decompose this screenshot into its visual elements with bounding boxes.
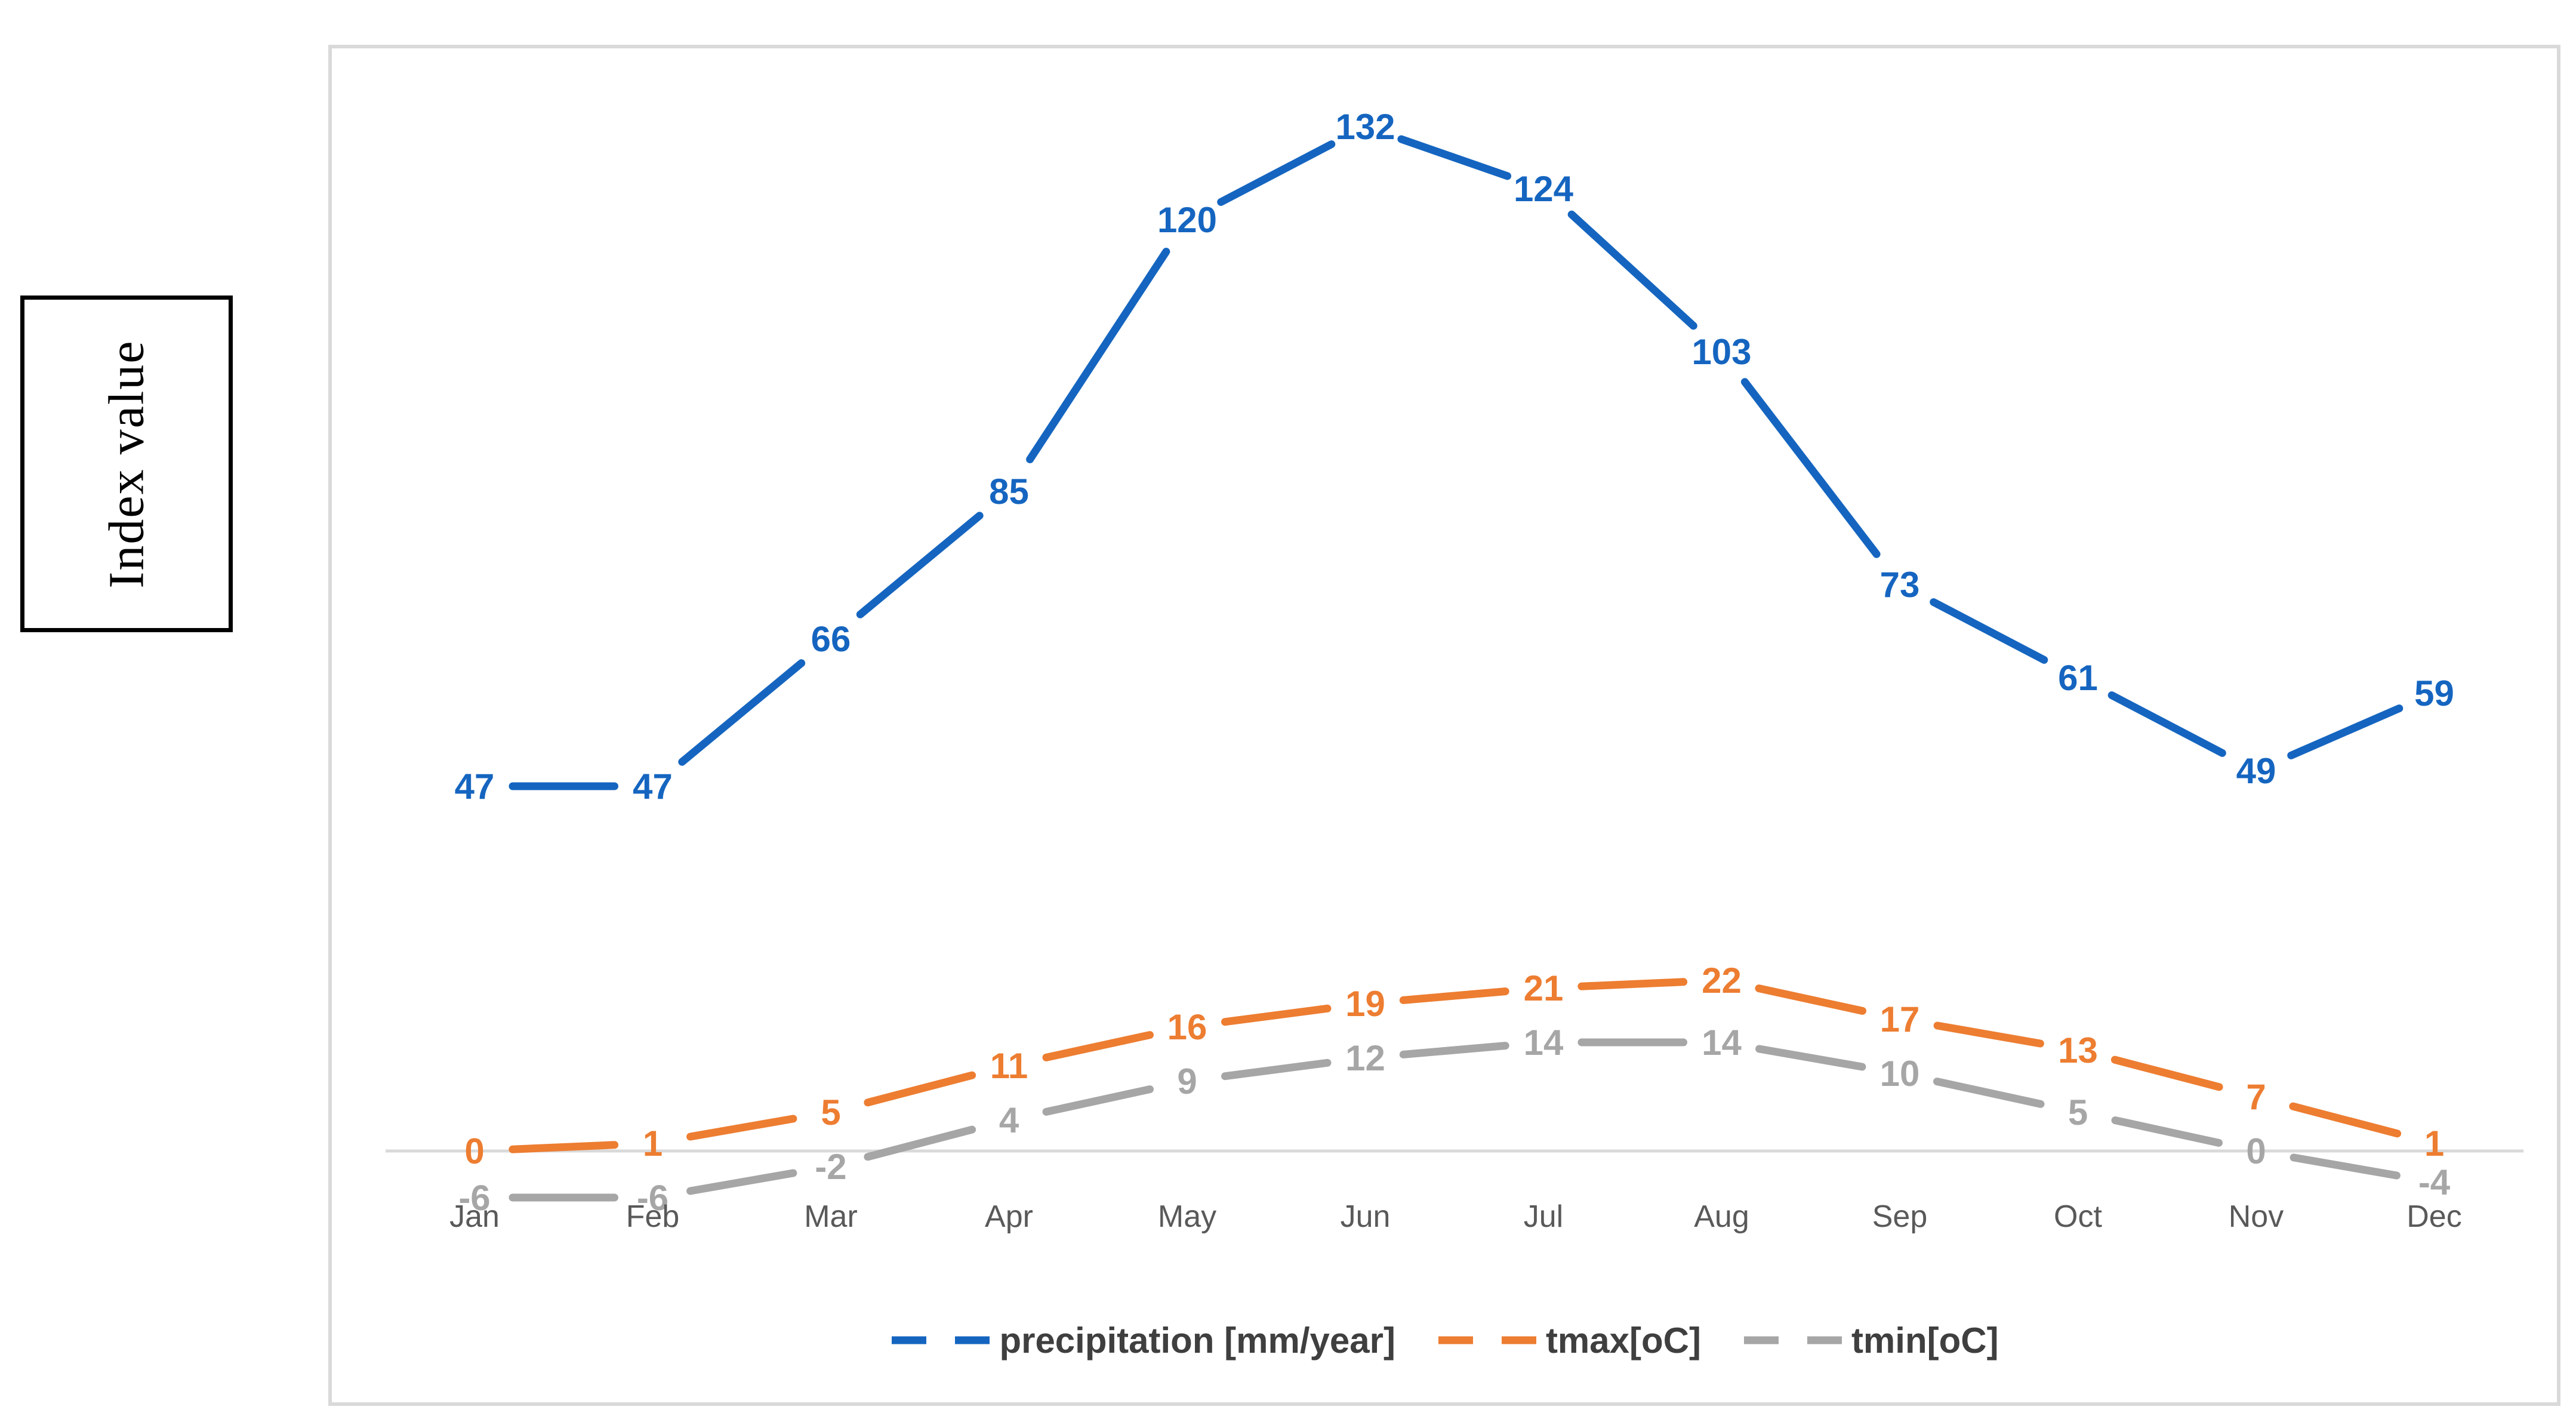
x-tick-label: Apr bbox=[985, 1199, 1033, 1234]
segment bbox=[1221, 1004, 1332, 1026]
precipitation-dash-icon bbox=[892, 1336, 994, 1344]
segment bbox=[2289, 1102, 2402, 1138]
tmin-dash-icon bbox=[1743, 1336, 1845, 1344]
series-line-1 bbox=[509, 978, 2402, 1153]
data-label: 1 bbox=[643, 1124, 663, 1164]
segment bbox=[1567, 210, 1697, 330]
x-tick-label: Feb bbox=[626, 1199, 680, 1234]
segment bbox=[686, 1169, 797, 1195]
data-label: 0 bbox=[464, 1131, 484, 1171]
segment bbox=[1933, 1078, 2045, 1108]
segment bbox=[864, 1071, 976, 1107]
x-tick-label: Sep bbox=[1872, 1199, 1928, 1234]
data-label: 14 bbox=[1702, 1023, 1742, 1063]
segment bbox=[2290, 1153, 2401, 1180]
segment bbox=[1740, 378, 1881, 558]
data-label: 5 bbox=[821, 1092, 840, 1132]
data-label: 61 bbox=[2058, 658, 2098, 698]
data-label: 4 bbox=[999, 1100, 1019, 1140]
legend-label-tmin: tmin[oC] bbox=[1851, 1320, 1999, 1361]
data-label: -4 bbox=[2418, 1162, 2451, 1202]
segment bbox=[1026, 248, 1170, 463]
segment bbox=[678, 659, 806, 766]
legend: precipitation [mm/year] tmax[oC] tmin[oC… bbox=[330, 1304, 2560, 1376]
data-label: 17 bbox=[1880, 999, 1920, 1039]
segment bbox=[2111, 1116, 2223, 1147]
segment bbox=[2287, 704, 2404, 759]
data-label: 5 bbox=[2068, 1092, 2088, 1132]
x-tick-label: Jan bbox=[449, 1199, 500, 1234]
segment bbox=[1933, 1021, 2044, 1048]
segment bbox=[509, 1141, 619, 1153]
segment bbox=[1042, 1085, 1154, 1116]
legend-item-precipitation: precipitation [mm/year] bbox=[892, 1320, 1395, 1361]
data-label: 103 bbox=[1691, 332, 1751, 372]
data-label: 21 bbox=[1524, 968, 1564, 1008]
series-lines bbox=[509, 135, 2404, 1202]
x-tick-label: Jun bbox=[1341, 1199, 1391, 1234]
legend-label-precipitation: precipitation [mm/year] bbox=[999, 1320, 1395, 1361]
x-tick-label: May bbox=[1158, 1199, 1216, 1234]
chart-area bbox=[328, 45, 2560, 1406]
y-axis-title-box: Index value bbox=[20, 296, 233, 632]
data-label: 49 bbox=[2236, 751, 2276, 791]
data-label: 12 bbox=[1345, 1038, 1385, 1078]
data-label: -2 bbox=[815, 1147, 846, 1187]
tmax-dash-icon bbox=[1438, 1336, 1540, 1344]
data-label: 73 bbox=[1880, 565, 1920, 605]
data-label: 124 bbox=[1514, 169, 1574, 209]
segment bbox=[1930, 598, 2048, 664]
data-label: 47 bbox=[455, 767, 495, 807]
data-label: 120 bbox=[1157, 200, 1217, 240]
data-label: -6 bbox=[458, 1178, 490, 1218]
data-label: 59 bbox=[2414, 673, 2454, 713]
segment bbox=[1221, 1058, 1332, 1081]
segment bbox=[2107, 691, 2226, 757]
x-tick-label: Aug bbox=[1694, 1199, 1749, 1234]
data-label: 9 bbox=[1177, 1061, 1197, 1101]
segment bbox=[864, 1125, 976, 1161]
segment bbox=[1399, 1042, 1509, 1058]
data-label: 66 bbox=[811, 619, 851, 659]
series-line-0 bbox=[509, 135, 2404, 790]
data-label: 0 bbox=[2246, 1131, 2266, 1171]
segment bbox=[1399, 987, 1509, 1004]
segment bbox=[856, 512, 984, 618]
data-label: 14 bbox=[1524, 1023, 1564, 1063]
data-label: 19 bbox=[1345, 984, 1385, 1024]
legend-item-tmin: tmin[oC] bbox=[1743, 1320, 1999, 1361]
segment bbox=[1397, 135, 1512, 180]
legend-item-tmax: tmax[oC] bbox=[1438, 1320, 1701, 1361]
x-tick-label: Oct bbox=[2054, 1199, 2102, 1234]
data-label: -6 bbox=[637, 1178, 668, 1218]
data-label: 22 bbox=[1702, 961, 1742, 1001]
series-line-2 bbox=[509, 1038, 2401, 1202]
data-label: 1 bbox=[2424, 1124, 2444, 1164]
segment bbox=[1577, 978, 1688, 990]
data-label: 7 bbox=[2246, 1077, 2266, 1117]
segment bbox=[1755, 1045, 1866, 1071]
data-label: 47 bbox=[633, 767, 673, 807]
legend-label-tmax: tmax[oC] bbox=[1545, 1320, 1701, 1361]
x-axis-labels: Jan Feb Mar Apr May Jun Jul Aug Sep Oct Nov Dec bbox=[449, 1199, 2462, 1234]
data-label: 132 bbox=[1335, 107, 1395, 147]
segment bbox=[1042, 1031, 1154, 1061]
data-label: 11 bbox=[990, 1046, 1028, 1086]
x-tick-label: Dec bbox=[2406, 1199, 2461, 1234]
data-label: 85 bbox=[989, 472, 1029, 512]
data-label: 10 bbox=[1880, 1054, 1920, 1094]
data-label: 13 bbox=[2058, 1030, 2098, 1070]
x-tick-label: Mar bbox=[804, 1199, 858, 1234]
segment bbox=[1217, 140, 1336, 206]
data-label: 16 bbox=[1167, 1007, 1207, 1047]
segment bbox=[686, 1115, 797, 1141]
x-tick-label: Jul bbox=[1524, 1199, 1563, 1234]
segment bbox=[2110, 1055, 2223, 1091]
segment bbox=[1755, 984, 1866, 1015]
x-tick-label: Nov bbox=[2229, 1199, 2284, 1234]
